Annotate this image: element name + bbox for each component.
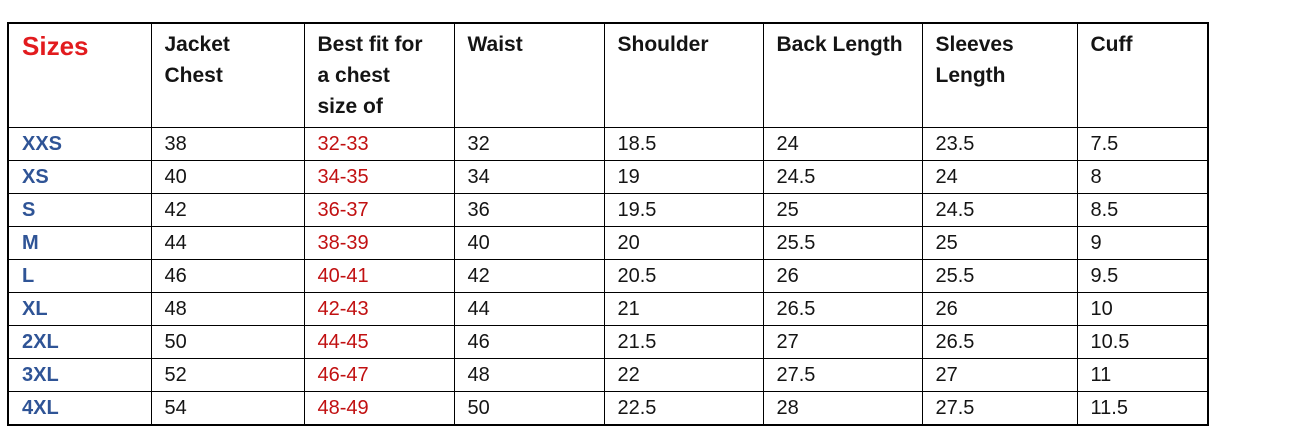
col-header-back-length: Back Length: [762, 22, 923, 128]
sleeves-length-cell: 25.5: [921, 259, 1078, 293]
col-header-cuff: Cuff: [1076, 22, 1209, 128]
size-cell: 4XL: [7, 391, 152, 426]
back-length-cell: 26: [762, 259, 923, 293]
cuff-cell: 7.5: [1076, 127, 1209, 161]
waist-cell: 46: [453, 325, 605, 359]
best-fit-cell: 48-49: [303, 391, 455, 426]
jacket-chest-cell: 40: [150, 160, 305, 194]
waist-cell: 44: [453, 292, 605, 326]
sleeves-length-cell: 25: [921, 226, 1078, 260]
col-header-sizes: Sizes: [7, 22, 152, 128]
header-row: Sizes Jacket Chest Best fit for a chest s…: [7, 22, 1209, 128]
size-cell: XL: [7, 292, 152, 326]
size-cell: L: [7, 259, 152, 293]
sleeves-length-cell: 24: [921, 160, 1078, 194]
col-header-jacket-chest: Jacket Chest: [150, 22, 305, 128]
waist-cell: 32: [453, 127, 605, 161]
jacket-chest-cell: 44: [150, 226, 305, 260]
waist-cell: 50: [453, 391, 605, 426]
shoulder-cell: 20.5: [603, 259, 764, 293]
back-length-cell: 28: [762, 391, 923, 426]
col-header-best-fit: Best fit for a chest size of: [303, 22, 455, 128]
waist-cell: 48: [453, 358, 605, 392]
col-header-waist: Waist: [453, 22, 605, 128]
sleeves-length-cell: 24.5: [921, 193, 1078, 227]
shoulder-cell: 21: [603, 292, 764, 326]
sleeves-length-cell: 26: [921, 292, 1078, 326]
col-header-sleeves-length: Sleeves Length: [921, 22, 1078, 128]
table-row: 3XL 52 46-47 48 22 27.5 27 11: [7, 358, 1209, 392]
waist-cell: 42: [453, 259, 605, 293]
cuff-cell: 10.5: [1076, 325, 1209, 359]
size-chart-body: XXS 38 32-33 32 18.5 24 23.5 7.5 XS 40 34-35 34 19 24…: [7, 127, 1209, 426]
table-row: 4XL 54 48-49 50 22.5 28 27.5 11.5: [7, 391, 1209, 426]
cuff-cell: 8.5: [1076, 193, 1209, 227]
sleeves-length-cell: 27.5: [921, 391, 1078, 426]
cuff-cell: 10: [1076, 292, 1209, 326]
jacket-chest-cell: 42: [150, 193, 305, 227]
size-cell: S: [7, 193, 152, 227]
size-cell: XS: [7, 160, 152, 194]
col-header-shoulder: Shoulder: [603, 22, 764, 128]
sleeves-length-cell: 27: [921, 358, 1078, 392]
best-fit-cell: 42-43: [303, 292, 455, 326]
jacket-chest-cell: 46: [150, 259, 305, 293]
best-fit-cell: 36-37: [303, 193, 455, 227]
size-cell: 3XL: [7, 358, 152, 392]
best-fit-cell: 46-47: [303, 358, 455, 392]
size-cell: XXS: [7, 127, 152, 161]
size-cell: M: [7, 226, 152, 260]
shoulder-cell: 22.5: [603, 391, 764, 426]
shoulder-cell: 22: [603, 358, 764, 392]
best-fit-cell: 44-45: [303, 325, 455, 359]
cuff-cell: 8: [1076, 160, 1209, 194]
shoulder-cell: 18.5: [603, 127, 764, 161]
shoulder-cell: 19: [603, 160, 764, 194]
back-length-cell: 26.5: [762, 292, 923, 326]
shoulder-cell: 21.5: [603, 325, 764, 359]
sleeves-length-cell: 23.5: [921, 127, 1078, 161]
waist-cell: 40: [453, 226, 605, 260]
jacket-chest-cell: 52: [150, 358, 305, 392]
size-cell: 2XL: [7, 325, 152, 359]
cuff-cell: 11: [1076, 358, 1209, 392]
cuff-cell: 11.5: [1076, 391, 1209, 426]
table-row: XXS 38 32-33 32 18.5 24 23.5 7.5: [7, 127, 1209, 161]
size-chart-header: Sizes Jacket Chest Best fit for a chest s…: [7, 22, 1209, 128]
back-length-cell: 24: [762, 127, 923, 161]
jacket-chest-cell: 54: [150, 391, 305, 426]
best-fit-cell: 34-35: [303, 160, 455, 194]
waist-cell: 36: [453, 193, 605, 227]
back-length-cell: 25: [762, 193, 923, 227]
table-row: 2XL 50 44-45 46 21.5 27 26.5 10.5: [7, 325, 1209, 359]
jacket-chest-cell: 38: [150, 127, 305, 161]
table-row: M 44 38-39 40 20 25.5 25 9: [7, 226, 1209, 260]
table-row: XL 48 42-43 44 21 26.5 26 10: [7, 292, 1209, 326]
shoulder-cell: 19.5: [603, 193, 764, 227]
back-length-cell: 25.5: [762, 226, 923, 260]
shoulder-cell: 20: [603, 226, 764, 260]
jacket-chest-cell: 50: [150, 325, 305, 359]
size-chart-table: Sizes Jacket Chest Best fit for a chest s…: [7, 22, 1209, 426]
table-row: L 46 40-41 42 20.5 26 25.5 9.5: [7, 259, 1209, 293]
cuff-cell: 9.5: [1076, 259, 1209, 293]
best-fit-cell: 32-33: [303, 127, 455, 161]
table-row: XS 40 34-35 34 19 24.5 24 8: [7, 160, 1209, 194]
back-length-cell: 27: [762, 325, 923, 359]
best-fit-cell: 40-41: [303, 259, 455, 293]
jacket-chest-cell: 48: [150, 292, 305, 326]
best-fit-cell: 38-39: [303, 226, 455, 260]
sleeves-length-cell: 26.5: [921, 325, 1078, 359]
back-length-cell: 27.5: [762, 358, 923, 392]
back-length-cell: 24.5: [762, 160, 923, 194]
table-row: S 42 36-37 36 19.5 25 24.5 8.5: [7, 193, 1209, 227]
cuff-cell: 9: [1076, 226, 1209, 260]
waist-cell: 34: [453, 160, 605, 194]
